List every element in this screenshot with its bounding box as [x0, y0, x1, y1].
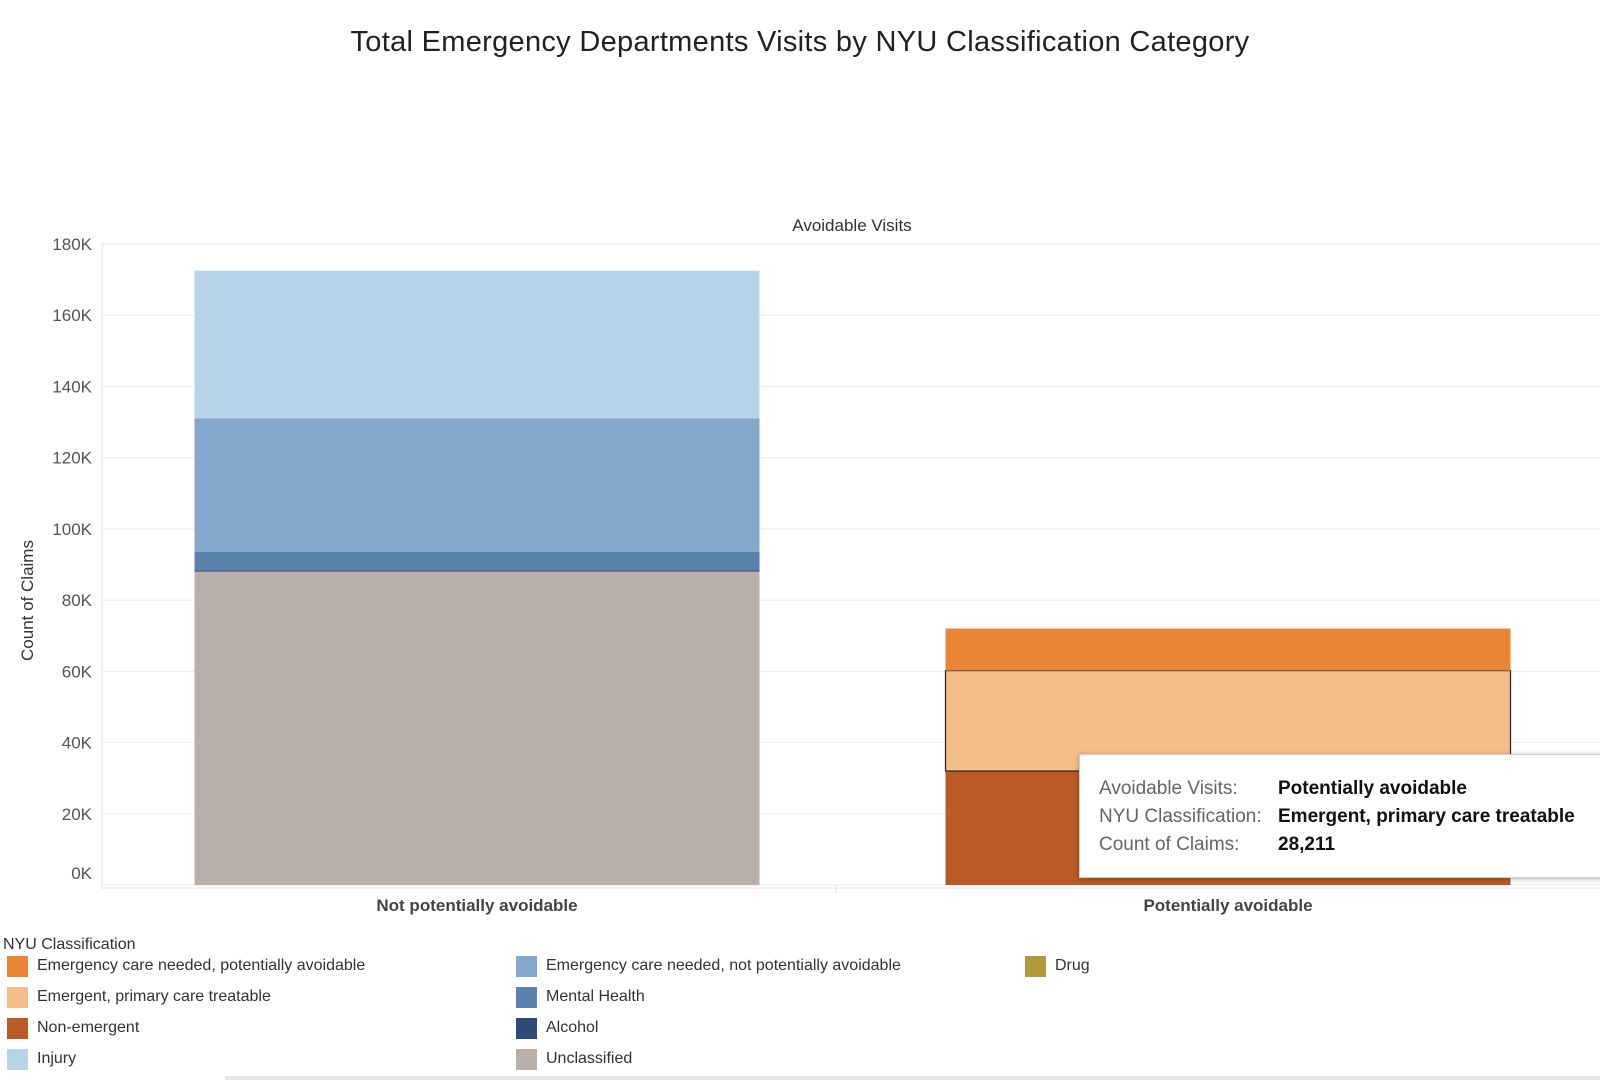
bar-segment: [194, 571, 760, 885]
legend-label: Emergency care needed, not potentially a…: [546, 957, 901, 974]
y-axis-title: Count of Claims: [18, 540, 37, 661]
tooltip: Avoidable Visits: Potentially avoidable …: [1079, 754, 1600, 878]
tooltip-key: Count of Claims:: [1099, 834, 1240, 855]
bar-segment: [194, 551, 760, 571]
legend-label: Emergency care needed, potentially avoid…: [37, 957, 366, 974]
bar-segment: [945, 628, 1511, 671]
bar-segment: [194, 570, 760, 572]
legend-item-emergent-primary-care[interactable]: Emergent, primary care treatable: [7, 986, 271, 1008]
legend-item-unclassified[interactable]: Unclassified: [516, 1048, 632, 1070]
category-label: Potentially avoidable: [1143, 896, 1312, 915]
y-tick-label: 120K: [52, 449, 92, 468]
y-tick-label: 80K: [62, 591, 93, 610]
bar-segment: [194, 418, 760, 552]
legend-swatch: [1025, 955, 1046, 977]
bar-segment: [194, 270, 760, 419]
scrollbar-track[interactable]: [225, 1076, 1600, 1080]
y-tick-label: 100K: [52, 520, 92, 539]
legend-swatch: [516, 1048, 537, 1070]
legend-label: Drug: [1055, 957, 1090, 974]
y-tick-label: 20K: [62, 805, 93, 824]
legend-label: Injury: [37, 1050, 77, 1067]
y-tick-label: 180K: [52, 235, 92, 254]
y-tick-label: 140K: [52, 377, 92, 396]
legend-swatch: [516, 986, 537, 1008]
tooltip-value: Potentially avoidable: [1278, 778, 1467, 799]
legend-item-drug[interactable]: Drug: [1025, 955, 1090, 977]
chart-title: Total Emergency Departments Visits by NY…: [350, 26, 1250, 58]
axes: 0K 20K 40K 60K 80K 100K 120K 140K 160K 180K Avoida…: [18, 216, 1313, 915]
legend-label: Mental Health: [546, 988, 645, 1005]
y-tick-label: 40K: [62, 734, 93, 753]
legend-label: Unclassified: [546, 1050, 633, 1067]
legend-swatch: [7, 1048, 28, 1070]
legend-swatch: [516, 955, 537, 977]
tooltip-value: 28,211: [1278, 834, 1336, 855]
tooltip-row-avoidable-visits: Avoidable Visits: Potentially avoidable: [1099, 775, 1600, 803]
legend-label: Emergent, primary care treatable: [37, 988, 271, 1005]
y-tick-label: 60K: [62, 662, 93, 681]
column-header: Avoidable Visits: [792, 216, 911, 235]
legend-label: Non-emergent: [37, 1019, 140, 1036]
legend-swatch: [7, 986, 28, 1008]
legend-swatch: [7, 955, 28, 977]
tooltip-key: NYU Classification:: [1099, 806, 1262, 827]
y-tick-label: 0K: [71, 864, 92, 883]
legend-title: NYU Classification: [3, 936, 136, 953]
tooltip-key: Avoidable Visits:: [1099, 778, 1238, 799]
category-label: Not potentially avoidable: [376, 896, 577, 915]
legend-item-alcohol[interactable]: Alcohol: [516, 1017, 598, 1039]
legend-swatch: [516, 1017, 537, 1039]
legend-item-injury[interactable]: Injury: [7, 1048, 76, 1070]
legend-item-emergency-potentially-avoidable[interactable]: Emergency care needed, potentially avoid…: [7, 955, 365, 977]
tooltip-value: Emergent, primary care treatable: [1278, 806, 1575, 827]
legend-label: Alcohol: [546, 1019, 599, 1036]
y-tick-label: 160K: [52, 306, 92, 325]
legend-item-mental-health[interactable]: Mental Health: [516, 986, 645, 1008]
legend-item-non-emergent[interactable]: Non-emergent: [7, 1017, 139, 1039]
legend-item-emergency-not-avoidable[interactable]: Emergency care needed, not potentially a…: [516, 955, 901, 977]
tooltip-row-count-of-claims: Count of Claims: 28,211: [1099, 831, 1600, 859]
tooltip-row-nyu-classification: NYU Classification: Emergent, primary ca…: [1099, 803, 1600, 831]
legend-swatch: [7, 1017, 28, 1039]
